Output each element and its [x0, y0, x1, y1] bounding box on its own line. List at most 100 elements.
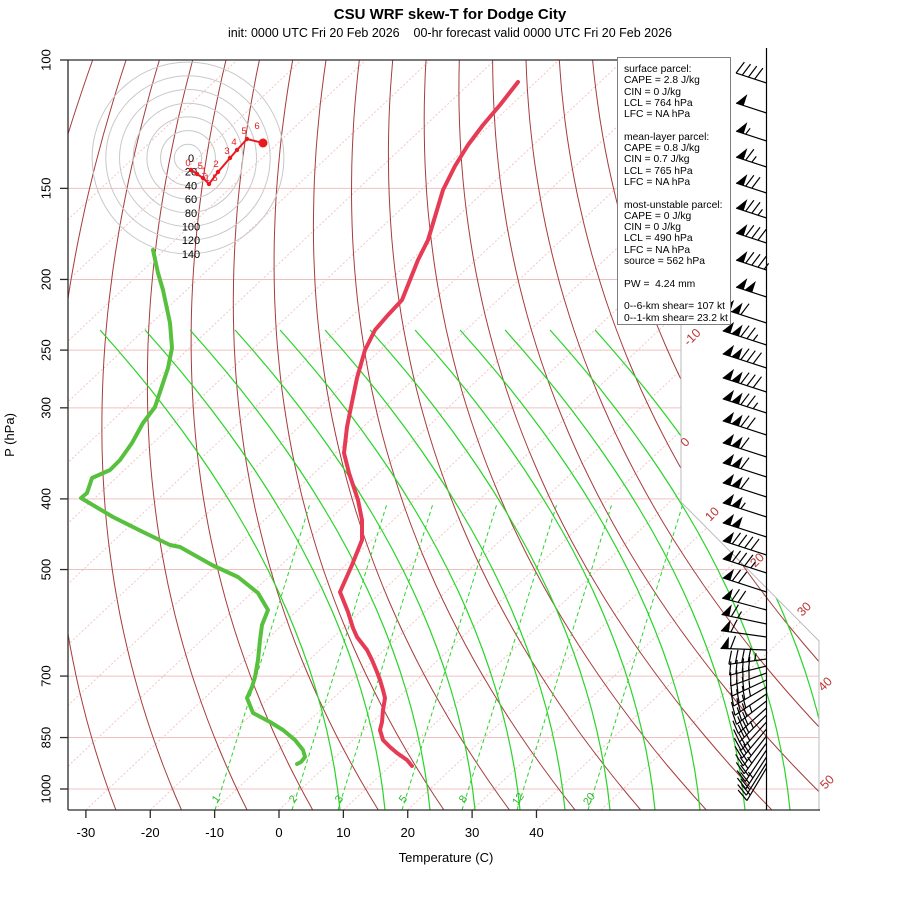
hodograph-trace-dot — [188, 167, 194, 173]
info-line — [624, 267, 728, 278]
wind-barb — [735, 742, 767, 775]
hodograph-height-label: 0 — [185, 158, 190, 169]
wind-barb — [735, 224, 767, 244]
temperature-tick-label: -10 — [205, 825, 224, 840]
x-axis-title: Temperature (C) — [399, 850, 494, 865]
info-line: most-unstable parcel: — [624, 199, 723, 211]
wind-barb — [735, 735, 767, 767]
wind-barb — [722, 493, 767, 518]
hodograph-height-label: .5 — [195, 161, 203, 172]
isotherm-label: 10 — [702, 504, 722, 524]
info-line: CIN = 0 J/kg — [624, 222, 681, 234]
wind-barb — [720, 619, 767, 638]
temperature-tick-label: 30 — [465, 825, 479, 840]
pressure-tick-label: 500 — [38, 559, 53, 581]
info-line: CAPE = 2.8 J/kg — [624, 75, 700, 87]
hodograph-height-label: 1.5 — [204, 173, 217, 184]
pressure-tick-label: 1000 — [38, 775, 53, 804]
isotherm-label: 40 — [815, 674, 835, 694]
dewpoint-curve — [79, 248, 307, 766]
isotherm-label: 30 — [794, 599, 814, 619]
temperature-tick-label: -30 — [76, 825, 95, 840]
temperature-axis: -30 -20 -10 0 10 20 30 40 — [76, 810, 544, 840]
pressure-tick-label: 200 — [38, 269, 53, 291]
mixing-ratio-label: 1 — [210, 793, 223, 805]
info-line: LCL = 765 hPa — [624, 165, 693, 177]
hodograph-height-label: 5 — [241, 126, 246, 137]
wind-barb — [722, 513, 767, 538]
wind-barb — [720, 635, 767, 651]
mixing-ratio-label: 20 — [581, 791, 598, 808]
wind-barb — [722, 433, 767, 458]
hodograph-ring-label: 0 — [188, 153, 194, 165]
wind-barb — [730, 693, 767, 716]
info-line: CAPE = 0 J/kg — [624, 210, 692, 222]
info-line: LFC = NA hPa — [624, 176, 691, 188]
hodograph-height-label: 2 — [213, 159, 218, 170]
wind-barb — [737, 762, 768, 796]
wind-barb — [730, 685, 767, 707]
hodograph-trace-dot — [258, 138, 268, 148]
mixing-ratio-label: 3 — [333, 793, 346, 805]
wind-barb — [731, 700, 767, 725]
hodograph-height-label: 6 — [254, 121, 259, 132]
info-line: LFC = NA hPa — [624, 244, 691, 256]
wind-barb — [722, 531, 767, 556]
pressure-tick-label: 400 — [38, 488, 53, 510]
plot-title: CSU WRF skew-T for Dodge City — [333, 6, 567, 23]
wind-barb — [722, 549, 767, 574]
wind-barb — [722, 568, 767, 593]
pressure-tick-label: 150 — [38, 178, 53, 200]
parcel-info-box: surface parcel: CAPE = 2.8 J/kg CIN = 0 J/… — [617, 57, 731, 325]
wind-barb — [722, 411, 767, 436]
hodograph-ring-label: 80 — [185, 208, 197, 220]
wind-barb — [733, 721, 767, 751]
plot-frame — [67, 59, 820, 811]
mixing-ratio-label: 8 — [457, 793, 470, 805]
info-line: source = 562 hPa — [624, 256, 706, 268]
wind-barb — [736, 749, 767, 782]
mixing-ratio-label: 12 — [510, 791, 527, 808]
wind-barb — [722, 344, 767, 369]
moist-adiabats — [99, 329, 819, 810]
hodograph-trace-dot — [244, 136, 250, 142]
wind-barb — [735, 94, 767, 114]
wind-barb — [722, 473, 767, 498]
pressure-tick-label: 250 — [38, 339, 53, 361]
mixing-ratio-label: 5 — [397, 793, 410, 805]
hodograph-trace-dot — [215, 169, 221, 175]
temperature-curve — [338, 80, 520, 768]
wind-barb — [722, 368, 767, 393]
isotherm-label: 0 — [678, 435, 693, 450]
info-line — [624, 188, 728, 199]
wind-barb — [721, 604, 767, 625]
temperature-tick-label: 40 — [529, 825, 543, 840]
mixing-ratio-lines — [214, 504, 684, 810]
wind-barb — [728, 647, 767, 665]
hodograph-height-label: 1 — [201, 166, 206, 177]
pressure-tick-label: 100 — [38, 49, 53, 71]
wind-barb — [735, 61, 767, 84]
wind-barb — [734, 728, 767, 759]
info-line: LFC = NA hPa — [624, 109, 691, 121]
temperature-tick-label: 20 — [401, 825, 415, 840]
hodograph-trace-dot — [227, 155, 233, 161]
pressure-axis: 100 150 200 250 300 400 500 700 850 1000 — [38, 49, 68, 803]
hodograph-trace-dot — [200, 175, 206, 181]
plot-subtitle: init: 0000 UTC Fri 20 Feb 2026 00-hr for… — [228, 26, 672, 40]
isotherm-label: 20 — [747, 550, 767, 570]
wind-barb — [735, 122, 767, 142]
info-line — [624, 120, 728, 131]
wind-barb — [722, 321, 767, 346]
wind-barb — [722, 453, 767, 478]
wind-barb — [737, 767, 768, 801]
info-line: LCL = 490 hPa — [624, 233, 693, 245]
pressure-tick-label: 700 — [38, 665, 53, 687]
temperature-tick-label: -20 — [141, 825, 160, 840]
plot-boundary — [680, 325, 820, 810]
info-line: surface parcel: — [624, 64, 692, 75]
hodograph-trace-dot — [234, 147, 240, 153]
wind-barb — [735, 174, 767, 194]
